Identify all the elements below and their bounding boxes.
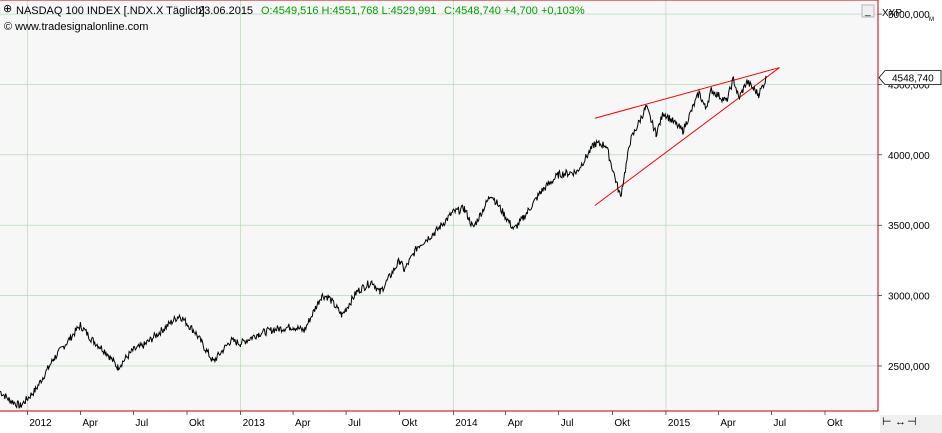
last-price-box — [878, 70, 942, 85]
y-tick-label: 3000,000 — [888, 292, 930, 303]
y-tick-label: 4000,000 — [888, 151, 930, 162]
y-tick-label: 2500,000 — [888, 362, 930, 373]
header-close-change: C:4548,740 +4,700 +0,103% — [444, 5, 585, 17]
header-ohlc: O:4549,516 H:4551,768 L:4529,991 — [261, 5, 437, 17]
x-axis: 2012 Apr Jul Okt 2013 Apr Jul Okt 2014 Apr Jul Okt 2… — [27, 411, 843, 429]
x-tick-label: Okt — [614, 418, 630, 429]
trendline[interactable] — [594, 67, 780, 119]
minimize-icon: _ — [864, 6, 871, 17]
x-tick-label: 2014 — [455, 418, 478, 429]
y-tick-label: 3500,000 — [888, 221, 930, 232]
y-tick-label: 5000,000 — [888, 10, 930, 21]
price-line — [0, 75, 768, 409]
minimize-button[interactable] — [861, 4, 875, 18]
bottom-scroll-controls: ⊢ ↔ ⊣ — [880, 415, 942, 433]
watermark: © www.tradesignalonline.com — [4, 21, 148, 33]
x-tick-label: Apr — [508, 418, 524, 429]
x-tick-label: Okt — [189, 418, 205, 429]
y-axis: 2500,000 3000,000 3500,000 4000,000 4500,000… — [878, 10, 930, 373]
x-tick-label: Apr — [82, 418, 98, 429]
chart-menu-icon[interactable]: ⊕ — [3, 3, 12, 15]
x-tick-label: 2012 — [29, 418, 52, 429]
trendline[interactable] — [594, 67, 780, 206]
x-tick-label: 2013 — [243, 418, 266, 429]
y-tick-label: 4500,000 — [888, 80, 930, 91]
x-tick-label: Apr — [720, 418, 736, 429]
trendlines — [594, 67, 780, 206]
x-tick-label: Jul — [773, 418, 786, 429]
last-price-label: 4548,740 — [892, 74, 934, 85]
x-tick-label: Apr — [295, 418, 311, 429]
zoom-horizontal-icon[interactable]: ↔ — [895, 416, 906, 428]
scroll-right-icon[interactable]: ⊣ — [907, 416, 917, 428]
scroll-controls-panel — [880, 415, 942, 433]
scroll-left-icon[interactable]: ⊢ — [882, 416, 892, 428]
header-instrument: NASDAQ 100 INDEX [.NDX.X Täglich] — [16, 5, 205, 17]
x-tick-label: 2015 — [668, 418, 691, 429]
grid — [0, 0, 878, 411]
axis-mode-icon[interactable]: M — [929, 17, 934, 23]
x-tick-label: Jul — [561, 418, 574, 429]
header-date: 23.06.2015 — [198, 5, 253, 17]
exchange-label: XXP — [882, 8, 902, 19]
x-tick-label: Okt — [827, 418, 843, 429]
x-tick-label: Jul — [135, 418, 148, 429]
last-price-marker: 4548,740 — [878, 70, 942, 85]
x-tick-label: Jul — [348, 418, 361, 429]
x-tick-label: Okt — [402, 418, 418, 429]
